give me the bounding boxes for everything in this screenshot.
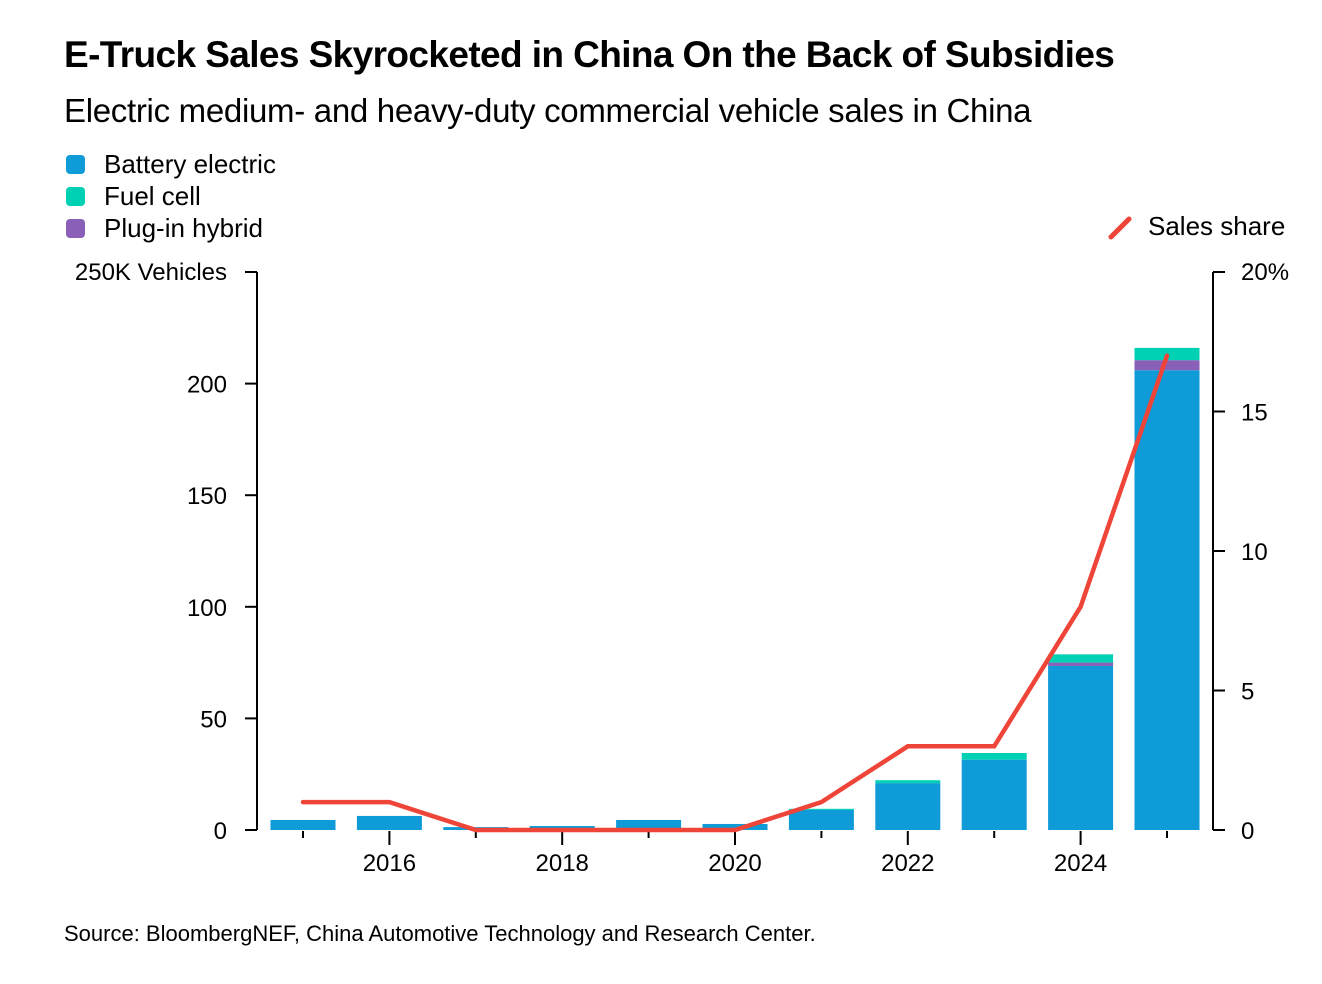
x-axis-tick-label: 2016: [363, 850, 416, 877]
bar-plug-in-hybrid-2024: [1048, 662, 1114, 666]
bar-battery-electric-2023: [961, 759, 1027, 830]
bar-battery-electric-2020: [702, 823, 768, 830]
bar-battery-electric-2024: [1048, 665, 1114, 830]
sales-share-line: [300, 353, 1170, 833]
legend-label: Plug-in hybrid: [104, 212, 263, 243]
line-group: [300, 353, 1170, 833]
chart-subtitle: Electric medium- and heavy-duty commerci…: [64, 92, 1032, 129]
legend-label: Fuel cell: [104, 180, 201, 211]
bars-group: [270, 347, 1200, 830]
x-axis-tick-label: 2024: [1054, 850, 1107, 877]
bar-fuel-cell-2021: [788, 808, 854, 810]
legend-item-fuel-cell: Fuel cell: [66, 180, 276, 212]
x-axis-tick-label: 2018: [536, 850, 589, 877]
legend-label: Sales share: [1148, 211, 1286, 241]
legend-swatch-battery-electric: [66, 154, 85, 174]
right-axis-tick-label: 10: [1241, 539, 1268, 566]
bar-battery-electric-2025: [1134, 370, 1200, 830]
right-axis-label: 20%: [1241, 259, 1289, 286]
bar-fuel-cell-2022: [875, 780, 941, 784]
legend-label: Battery electric: [104, 148, 276, 179]
source-note: Source: BloombergNEF, China Automotive T…: [64, 921, 816, 946]
bar-battery-electric-2016: [356, 815, 422, 830]
x-axis-tick-label: 2022: [881, 850, 934, 877]
legend-item-plug-in-hybrid: Plug-in hybrid: [66, 212, 276, 244]
bar-battery-electric-2022: [875, 783, 941, 830]
x-axis-tick-label: 2020: [708, 850, 761, 877]
right-axis-tick-label: 5: [1241, 679, 1254, 706]
left-axis-tick-label: 50: [200, 706, 227, 733]
left-axis-tick-label: 100: [187, 595, 227, 622]
legend-item-sales-share: Sales share: [1108, 211, 1285, 242]
legend: Battery electric Fuel cell Plug-in hybri…: [66, 148, 276, 244]
bar-fuel-cell-2024: [1048, 654, 1114, 663]
bar-fuel-cell-2023: [961, 752, 1027, 760]
bar-battery-electric-2019: [616, 819, 682, 830]
left-axis-tick-label: 200: [187, 372, 227, 399]
line-legend-icon: [1108, 216, 1132, 239]
bar-battery-electric-2021: [788, 809, 854, 830]
axes-group: 250K Vehicles 0 50 100 150 200 20% 0 5 10 15 2016 20…: [75, 259, 1289, 877]
left-axis-tick-label: 150: [187, 483, 227, 510]
legend-swatch-fuel-cell: [66, 186, 85, 206]
left-axis-tick-label: 0: [214, 818, 227, 845]
chart-title: E-Truck Sales Skyrocketed in China On th…: [64, 34, 1115, 75]
bar-plug-in-hybrid-2025: [1134, 360, 1200, 371]
bar-battery-electric-2015: [270, 819, 336, 830]
right-axis-tick-label: 0: [1241, 818, 1254, 845]
left-axis-label: 250K Vehicles: [75, 259, 227, 286]
legend-swatch-plug-in-hybrid: [66, 218, 85, 238]
right-axis-tick-label: 15: [1241, 400, 1268, 427]
legend-item-battery-electric: Battery electric: [66, 148, 276, 180]
